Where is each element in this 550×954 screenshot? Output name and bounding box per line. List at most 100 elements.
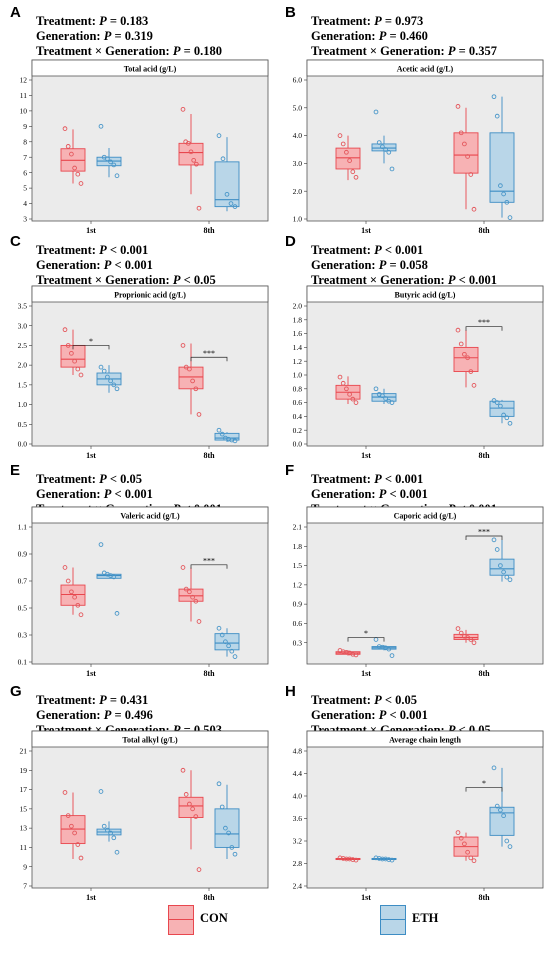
box-con-1st: [60, 327, 86, 378]
data-point: [386, 149, 392, 155]
data-point: [376, 644, 382, 649]
y-tick-label: 15: [20, 804, 28, 813]
plot-title: Total alkyl (g/L): [122, 736, 178, 745]
stat-generation: Generation: P < 0.001: [36, 487, 153, 501]
box-eth-8th: [214, 427, 240, 444]
chart-d: Butyric acid (g/L) 0.0 0.2 0.4 0.6 0.8 1.0 1.2 1…: [293, 285, 544, 460]
data-point: [196, 619, 202, 624]
box-iqr: [453, 346, 479, 373]
box-eth-1st: [96, 789, 122, 855]
legend-median-con: [169, 919, 193, 920]
significance-label: *: [482, 779, 486, 788]
data-point: [105, 374, 110, 380]
data-point: [75, 171, 81, 177]
box-eth-8th: [214, 133, 240, 212]
data-point: [69, 823, 74, 829]
significance-bracket: ***: [190, 349, 228, 362]
data-point: [350, 651, 356, 657]
data-point: [101, 368, 107, 374]
y-tick-label: 8: [23, 137, 27, 146]
data-point: [337, 855, 343, 861]
data-point: [229, 845, 235, 850]
data-point: [383, 147, 388, 152]
data-point: [111, 835, 117, 841]
data-point: [78, 372, 84, 378]
y-tick-label: 2.4: [293, 882, 303, 891]
box-con-1st: [60, 565, 86, 618]
data-point: [468, 172, 474, 177]
y-tick-label: 0.5: [18, 420, 28, 429]
plot-title-strip: [306, 506, 544, 524]
y-tick-label: 7: [23, 153, 27, 162]
y-tick-label: 0.8: [293, 384, 303, 393]
significance-bracket: ***: [465, 318, 503, 331]
data-point: [193, 814, 199, 819]
stat-value: 0.319: [124, 29, 153, 43]
stat-operator: <: [455, 273, 469, 287]
y-tick-label: 3: [23, 215, 27, 224]
y-tick-label: 0.0: [18, 440, 28, 449]
data-point: [462, 141, 467, 147]
box-con-1st: [335, 133, 361, 181]
data-point: [219, 632, 225, 638]
stat-operator: =: [106, 14, 121, 28]
data-point: [108, 159, 113, 165]
box-iqr: [489, 806, 515, 836]
x-tick-label: 8th: [478, 893, 490, 902]
data-point: [196, 412, 202, 417]
data-point: [216, 133, 222, 138]
panel-h: H Treatment: P < 0.05 Generation: P < 0.00…: [275, 0, 550, 954]
data-point: [462, 351, 467, 357]
box-con-1st: [60, 126, 86, 186]
stat-generation: Generation: P = 0.319: [36, 29, 153, 43]
data-point: [373, 109, 379, 115]
data-point: [344, 149, 349, 155]
y-tick-label: 6: [23, 168, 27, 177]
chart-b: Acetic acid (g/L) 1.0 2.0 3.0 4.0 5.0 6.0 1st 8t…: [293, 59, 544, 235]
stat-value: 0.460: [399, 29, 428, 43]
data-point: [105, 827, 110, 833]
box-con-1st: [335, 648, 361, 658]
data-point: [69, 589, 74, 595]
data-point: [185, 140, 191, 146]
x-tick-label: 1st: [361, 226, 371, 235]
box-iqr: [453, 132, 479, 174]
data-point: [219, 804, 225, 810]
plot-title: Average chain length: [389, 736, 461, 745]
box-iqr: [178, 588, 204, 602]
stat-operator: =: [381, 14, 396, 28]
data-point: [187, 801, 192, 807]
data-point: [383, 856, 388, 862]
data-point: [373, 855, 379, 861]
data-point: [468, 637, 474, 642]
stats-block: Treatment: P = 0.183 Generation: P = 0.31…: [36, 14, 222, 59]
data-point: [471, 206, 477, 212]
stat-value: 0.001: [124, 258, 153, 272]
data-point: [494, 547, 500, 552]
data-point: [507, 420, 513, 426]
data-point: [465, 154, 470, 159]
data-point: [180, 767, 186, 773]
y-tick-label: 0.4: [293, 412, 303, 421]
data-point: [376, 856, 382, 861]
data-point: [455, 327, 461, 333]
data-point: [187, 589, 192, 595]
data-point: [98, 123, 104, 129]
y-tick-label: 3.5: [18, 302, 28, 311]
y-tick-label: 0.2: [293, 426, 303, 435]
box-iqr: [60, 584, 86, 606]
chart-h: Average chain length 2.4 2.8 3.2 3.6 4.0 4.4 4.…: [293, 730, 544, 902]
data-point: [232, 654, 238, 659]
y-tick-label: 11: [20, 843, 27, 852]
data-point: [340, 649, 346, 655]
data-point: [504, 199, 510, 205]
stat-operator: <: [455, 723, 469, 737]
panel-letter: G: [10, 683, 22, 700]
y-tick-label: 7: [23, 882, 27, 891]
significance-label: *: [364, 629, 368, 638]
box-con-8th: [453, 104, 479, 212]
significance-bracket: ***: [465, 528, 503, 540]
panel-c: C Treatment: P < 0.001 Generation: P < 0.0…: [10, 233, 269, 460]
stat-operator: <: [111, 258, 125, 272]
stat-value: 0.001: [399, 708, 428, 722]
